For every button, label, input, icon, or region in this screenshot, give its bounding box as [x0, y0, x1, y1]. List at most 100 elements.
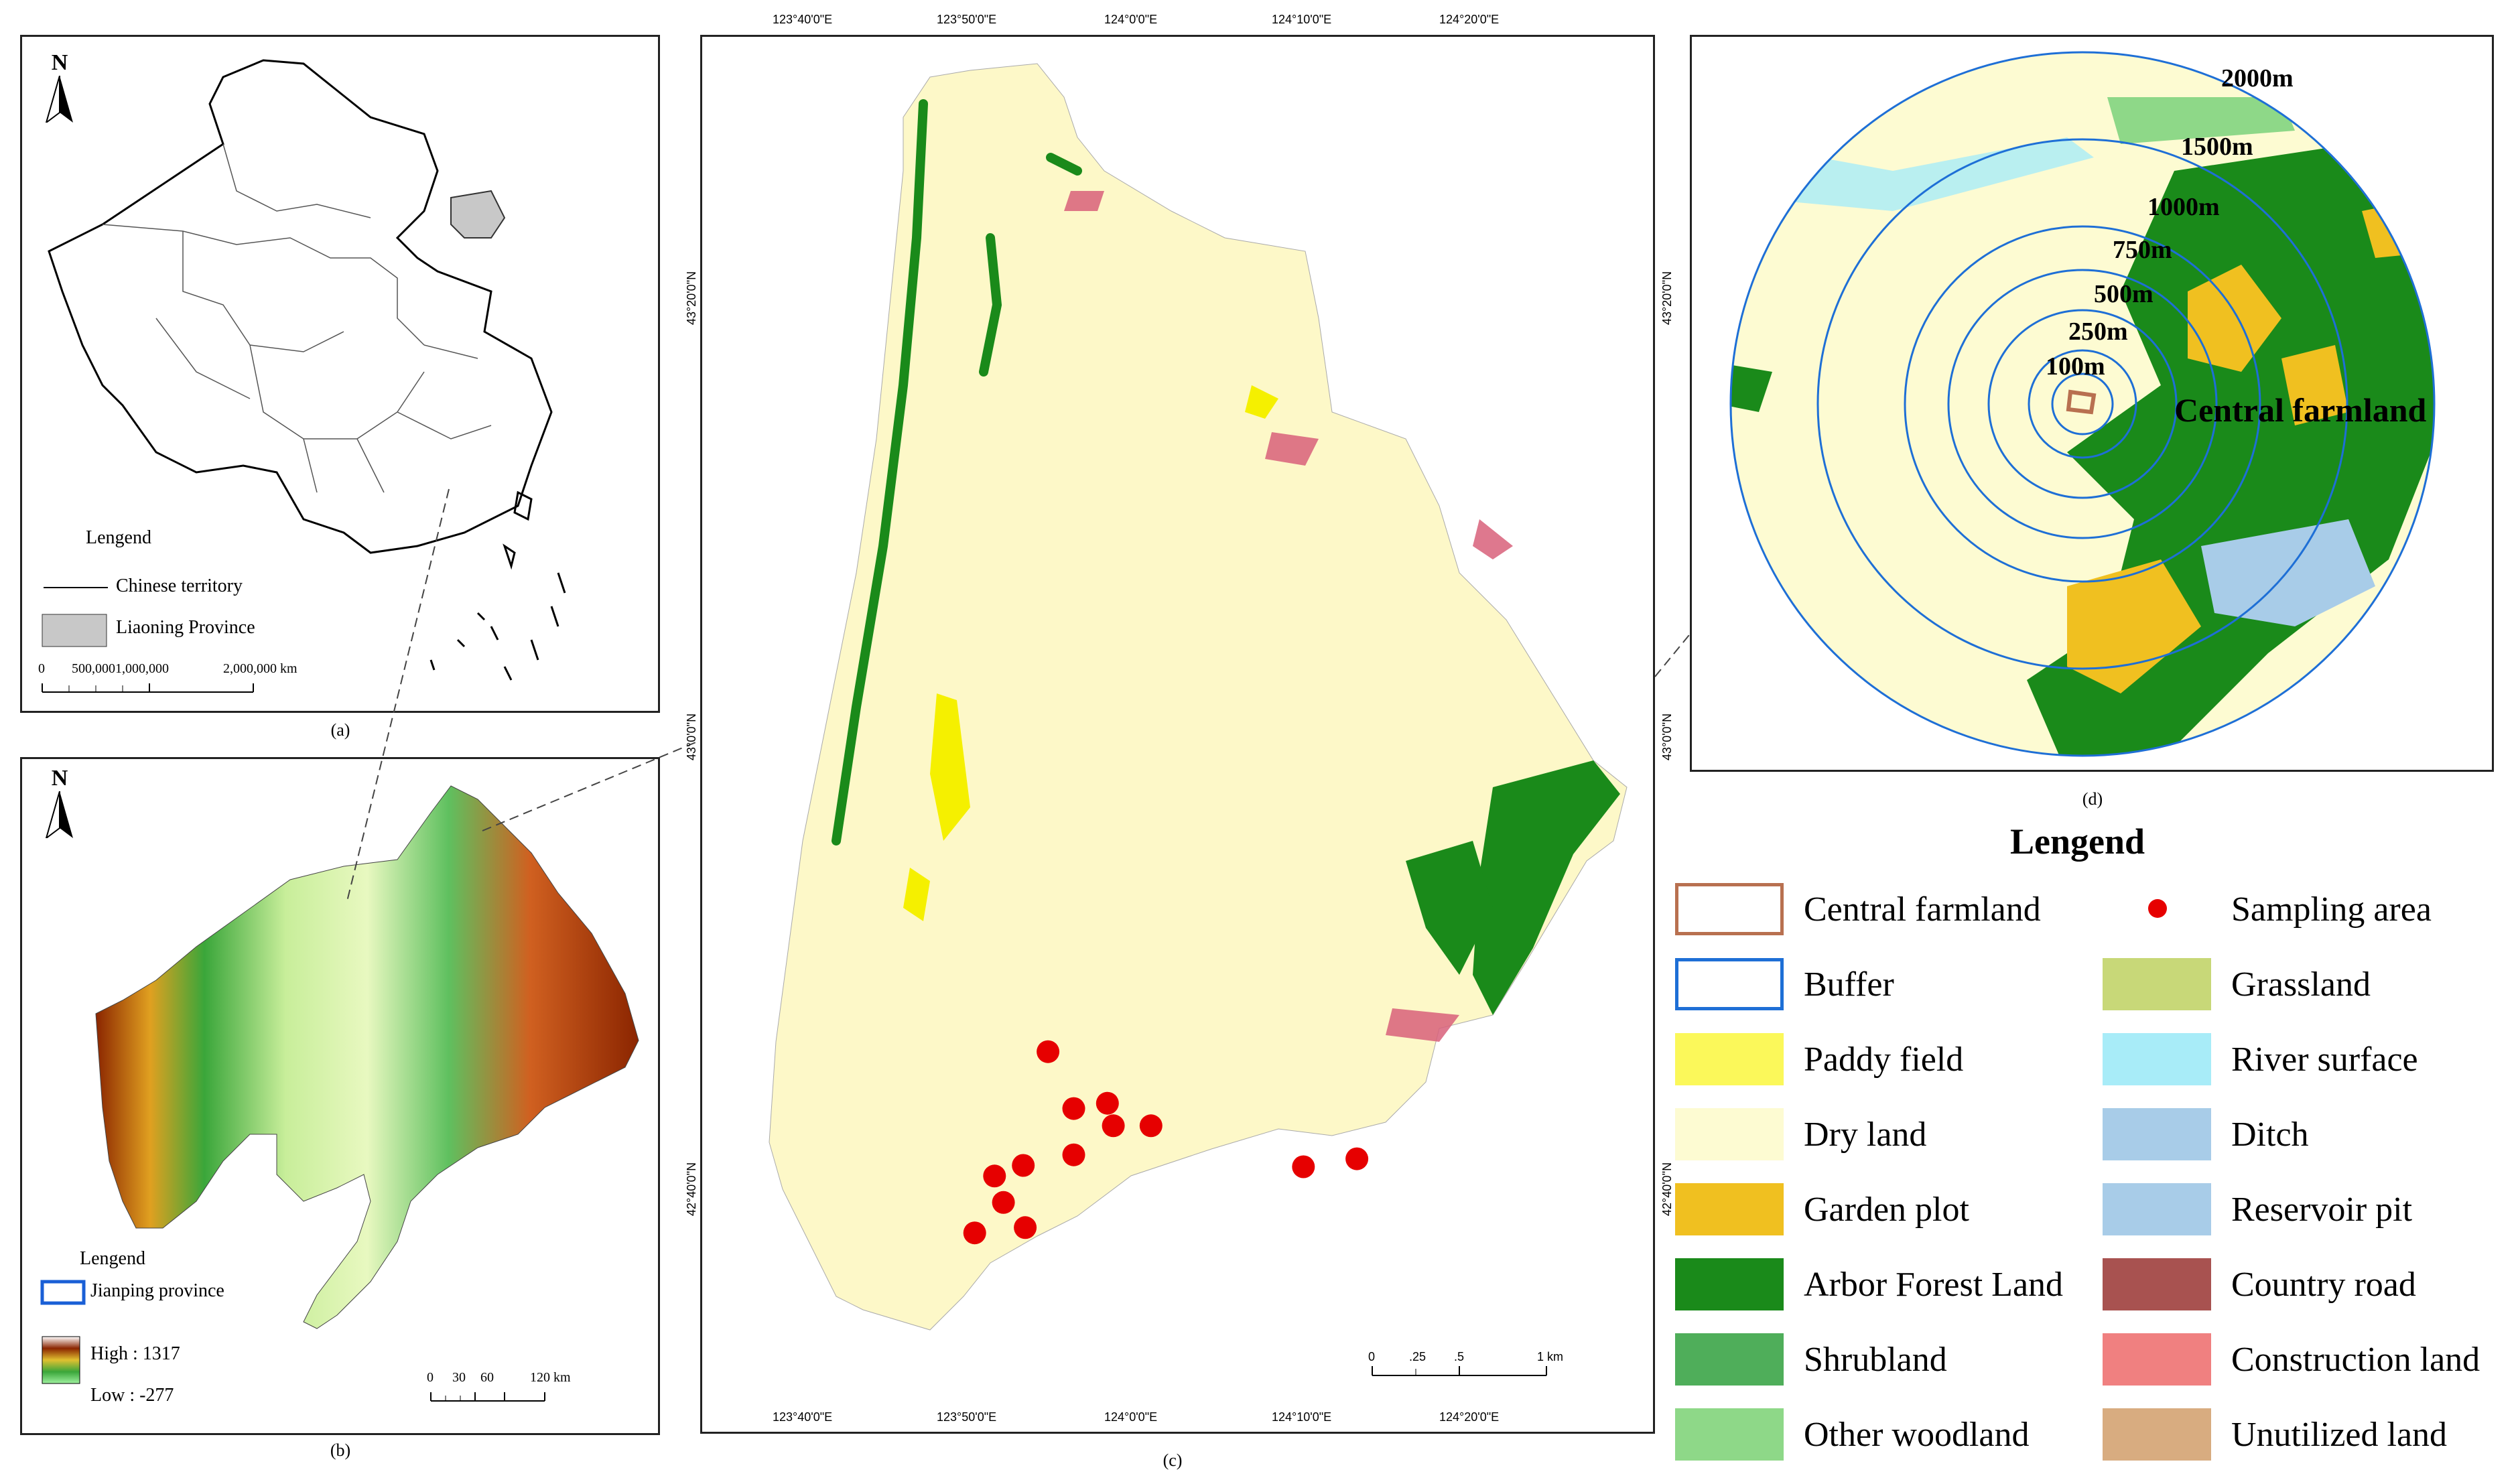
dem-high-label: High : 1317 [90, 1343, 180, 1364]
legend-label: Ditch [2231, 1115, 2309, 1154]
legend-label: Unutilized land [2231, 1415, 2448, 1454]
buffer-swatch [1675, 958, 1784, 1010]
north-arrow-b: N [40, 766, 80, 844]
shrub-swatch [1675, 1333, 1784, 1386]
legend-label: Dry land [1804, 1115, 1927, 1154]
unutilized-swatch [2103, 1408, 2211, 1461]
scale-label-c0: 0 [1368, 1350, 1376, 1363]
legend-label: Shrubland [1804, 1340, 1947, 1379]
caption-d: (d) [2082, 789, 2103, 809]
liaoning-province [450, 190, 506, 239]
scale-label-a0: 0 [38, 661, 45, 676]
legend-item: Reservoir pit [2103, 1181, 2412, 1237]
sampling-point [1037, 1040, 1060, 1063]
scale-label-b2: 60 [480, 1370, 494, 1385]
scale-label-c1: .25 [1409, 1350, 1427, 1363]
central-farmland-outline [2066, 389, 2097, 415]
ring-label-750: 750m [2113, 236, 2172, 264]
bottom-coord-2: 124°0'0"E [1104, 1410, 1158, 1424]
grass-swatch [2103, 958, 2211, 1010]
legend-label: Arbor Forest Land [1804, 1265, 2064, 1304]
bottom-coord-1: 123°50'0"E [937, 1410, 997, 1424]
scale-label-a1: 500,0001,000,000 [72, 661, 169, 676]
buffer-legend-icon [40, 1280, 86, 1305]
sampling-point [983, 1164, 1006, 1188]
legend-title-b: Lengend [80, 1248, 145, 1269]
top-coord-2: 124°0'0"E [1104, 13, 1158, 26]
legend-item: Construction land [2103, 1331, 2480, 1388]
sampling-point [1102, 1114, 1125, 1138]
scale-bar-c [1372, 1366, 1547, 1376]
panel-a-china-map: N Lengend Chinese territory Liaoning Pro… [20, 35, 660, 713]
legend-title-a: Lengend [86, 527, 151, 548]
scale-label-a2: 2,000,000 km [223, 661, 297, 676]
scale-label-b3: 120 km [530, 1370, 571, 1385]
legend-item: Buffer [1675, 956, 1894, 1012]
legend-symbols-a [42, 587, 254, 693]
garden-swatch [1675, 1183, 1784, 1235]
woodland-swatch [1675, 1408, 1784, 1461]
top-coord-1: 123°50'0"E [937, 13, 997, 26]
sampling-dot [2103, 883, 2211, 935]
legend-item: Country road [2103, 1256, 2416, 1312]
caption-a: (a) [330, 720, 350, 740]
central-farmland-label: Central farmland [2174, 391, 2427, 429]
legend-label: Sampling area [2231, 890, 2432, 929]
sampling-point [1292, 1155, 1315, 1178]
ring-label-2000: 2000m [2221, 64, 2294, 92]
legend-item-jianping: Jianping province [90, 1280, 224, 1301]
legend-label: Buffer [1804, 965, 1894, 1004]
central-farmland-swatch [1675, 883, 1784, 935]
legend-label: Other woodland [1804, 1415, 2030, 1454]
liaoning-dem [40, 785, 639, 1402]
legend-title: Lengend [2010, 821, 2145, 862]
ditch-swatch [2103, 1108, 2211, 1160]
legend-label: River surface [2231, 1040, 2418, 1079]
sampling-point [1062, 1143, 1085, 1166]
legend-label: Central farmland [1804, 890, 2041, 929]
panel-c-land-use-map: 123°40'0"E 123°50'0"E 124°0'0"E 124°10'0… [685, 13, 1674, 1434]
buffer-map [1729, 51, 2436, 757]
legend-item: Garden plot [1675, 1181, 1969, 1237]
reservoir-swatch [2103, 1183, 2211, 1235]
legend-label: Garden plot [1804, 1190, 1969, 1229]
legend-item: Grassland [2103, 956, 2371, 1012]
legend-label: Grassland [2231, 965, 2371, 1004]
river-swatch [2103, 1033, 2211, 1085]
dem-low-label: Low : -277 [90, 1385, 174, 1406]
legend-item: Shrubland [1675, 1331, 1947, 1388]
top-coord-0: 123°40'0"E [773, 13, 833, 26]
legend-item-province: Liaoning Province [116, 617, 255, 638]
left-coord-0: 43°20'0"N [685, 271, 698, 325]
bottom-coord-4: 124°20'0"E [1439, 1410, 1500, 1424]
caption-c: (c) [1163, 1451, 1183, 1470]
sampling-point [1014, 1216, 1037, 1239]
ring-label-1000: 1000m [2147, 193, 2220, 221]
ring-label-250: 250m [2068, 318, 2128, 346]
legend-item: Central farmland [1675, 881, 2041, 937]
paddy-swatch [1675, 1033, 1784, 1085]
sampling-point [1012, 1154, 1035, 1177]
legend-item: Dry land [1675, 1106, 1926, 1162]
scale-label-c2: .5 [1454, 1350, 1465, 1363]
legend-item: Ditch [2103, 1106, 2309, 1162]
arbor-swatch [1675, 1258, 1784, 1310]
right-coord-0: 43°20'0"N [1660, 271, 1674, 325]
north-arrow-icon [45, 791, 73, 840]
scale-label-b0: 0 [427, 1370, 434, 1385]
bottom-coord-0: 123°40'0"E [773, 1410, 833, 1424]
scale-label-b1: 30 [452, 1370, 466, 1385]
legend-label: Construction land [2231, 1340, 2480, 1379]
construction-swatch [2103, 1333, 2211, 1386]
ring-label-1500: 1500m [2181, 133, 2253, 161]
legend-label: Country road [2231, 1265, 2416, 1304]
north-arrow-icon [45, 75, 73, 125]
legend-item: Other woodland [1675, 1406, 2029, 1463]
right-coord-1: 43°0'0"N [1660, 713, 1674, 760]
north-arrow-a: N [40, 50, 80, 129]
sampling-point [1139, 1114, 1163, 1138]
dry-land-swatch [1675, 1108, 1784, 1160]
panel-b-liaoning-dem: N Lengend Jianping province High : 1317 … [20, 757, 660, 1435]
caption-b: (b) [330, 1440, 351, 1460]
sampling-point [1345, 1147, 1369, 1170]
